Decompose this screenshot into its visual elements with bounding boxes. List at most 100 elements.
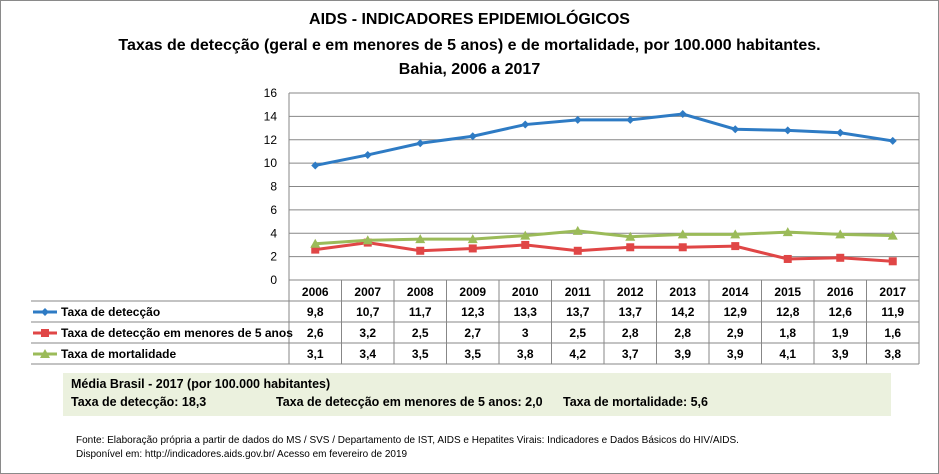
x-category-label: 2014	[722, 285, 749, 299]
data-point	[836, 253, 845, 262]
legend-label: Taxa de detecção	[61, 305, 160, 319]
data-label: 12,8	[776, 305, 800, 319]
data-label: 3,9	[674, 347, 691, 361]
data-label: 3	[522, 326, 529, 340]
data-point	[783, 126, 792, 135]
data-label: 2,9	[727, 326, 744, 340]
data-label: 4,2	[569, 347, 586, 361]
data-point	[520, 230, 531, 240]
legend-label: Taxa de detecção em menores de 5 anos	[61, 326, 293, 340]
data-point	[311, 161, 320, 170]
x-category-label: 2010	[512, 285, 539, 299]
series-line	[314, 112, 893, 167]
data-point	[730, 229, 741, 239]
y-tick-label: 12	[264, 133, 278, 147]
brazil-under5-rate: Taxa de detecção em menores de 5 anos: 2…	[276, 395, 543, 409]
line-chart: 0 2 4 6 8 10 12 14 16 2006 2007 2008 2009 2010 2011 201…	[31, 86, 920, 365]
data-label: 3,7	[622, 347, 639, 361]
data-point	[521, 120, 530, 129]
brazil-detection-rate: Taxa de detecção: 18,3	[71, 395, 207, 409]
data-label: 2,7	[464, 326, 481, 340]
data-label: 13,3	[514, 305, 538, 319]
x-category-label: 2011	[565, 285, 591, 299]
x-category-label: 2017	[879, 285, 906, 299]
data-label: 12,9	[724, 305, 748, 319]
data-point	[311, 245, 320, 254]
y-tick-label: 16	[264, 86, 278, 100]
data-point	[363, 150, 372, 159]
data-point	[573, 246, 582, 255]
data-point	[888, 257, 897, 266]
data-point	[783, 254, 792, 263]
data-label: 3,8	[884, 347, 901, 361]
data-label: 2,5	[569, 326, 586, 340]
data-point	[468, 244, 477, 253]
x-category-label: 2008	[407, 285, 434, 299]
data-label: 3,5	[412, 347, 429, 361]
data-point	[678, 110, 687, 119]
data-point	[731, 242, 740, 251]
data-point	[625, 231, 636, 241]
availability-line: Disponível em: http://indicadores.aids.g…	[76, 449, 408, 460]
data-point	[888, 136, 897, 145]
data-label: 4,1	[779, 347, 796, 361]
y-tick-label: 4	[270, 226, 277, 240]
data-label: 3,9	[727, 347, 744, 361]
source-note: Fonte: Elaboração própria a partir de da…	[76, 434, 739, 462]
x-category-label: 2007	[354, 285, 381, 299]
x-category-label: 2015	[774, 285, 801, 299]
brazil-average-heading: Média Brasil - 2017 (por 100.000 habitan…	[71, 377, 331, 391]
data-point	[835, 229, 846, 239]
x-category-label: 2012	[617, 285, 644, 299]
data-point	[521, 240, 530, 249]
data-point	[310, 238, 321, 248]
data-point	[836, 128, 845, 137]
data-label: 9,8	[307, 305, 324, 319]
data-label: 14,2	[671, 305, 695, 319]
data-label: 1,9	[832, 326, 849, 340]
data-label: 2,8	[622, 326, 639, 340]
x-category-label: 2009	[459, 285, 486, 299]
source-line: Fonte: Elaboração própria a partir de da…	[76, 435, 739, 446]
legend-marker	[40, 349, 50, 358]
data-label: 3,1	[307, 347, 324, 361]
data-point	[467, 234, 478, 244]
data-point	[415, 234, 426, 244]
data-label: 13,7	[619, 305, 643, 319]
x-category-label: 2016	[827, 285, 854, 299]
data-point	[572, 225, 583, 235]
data-label: 11,7	[409, 305, 432, 319]
data-label: 1,6	[884, 326, 901, 340]
data-label: 3,8	[517, 347, 534, 361]
chart-subtitle-location: Bahia, 2006 a 2017	[398, 61, 541, 78]
data-label: 10,7	[356, 305, 380, 319]
data-point	[678, 243, 687, 252]
legend-label: Taxa de mortalidade	[61, 347, 176, 361]
chart-subtitle: Taxas de detecção (geral e em menores de…	[118, 37, 821, 54]
legend-marker	[41, 329, 49, 337]
data-point	[416, 139, 425, 148]
data-point	[468, 132, 477, 141]
data-point	[362, 235, 373, 245]
data-point	[731, 125, 740, 134]
data-label: 3,4	[359, 347, 376, 361]
data-point	[626, 115, 635, 124]
y-tick-label: 14	[264, 109, 278, 123]
brazil-mortality-rate: Taxa de mortalidade: 5,6	[563, 395, 708, 409]
data-point	[573, 115, 582, 124]
y-tick-label: 0	[270, 273, 277, 287]
data-label: 3,9	[832, 347, 849, 361]
data-label: 2,6	[307, 326, 324, 340]
data-label: 11,9	[881, 305, 904, 319]
data-label: 3,5	[464, 347, 481, 361]
y-tick-label: 2	[270, 250, 277, 264]
data-point	[887, 230, 898, 240]
data-point	[626, 243, 635, 252]
legend-marker	[41, 308, 49, 316]
y-tick-label: 6	[270, 203, 277, 217]
data-label: 12,3	[461, 305, 485, 319]
y-tick-label: 8	[270, 180, 277, 194]
y-tick-label: 10	[264, 156, 278, 170]
series-line	[315, 241, 893, 263]
